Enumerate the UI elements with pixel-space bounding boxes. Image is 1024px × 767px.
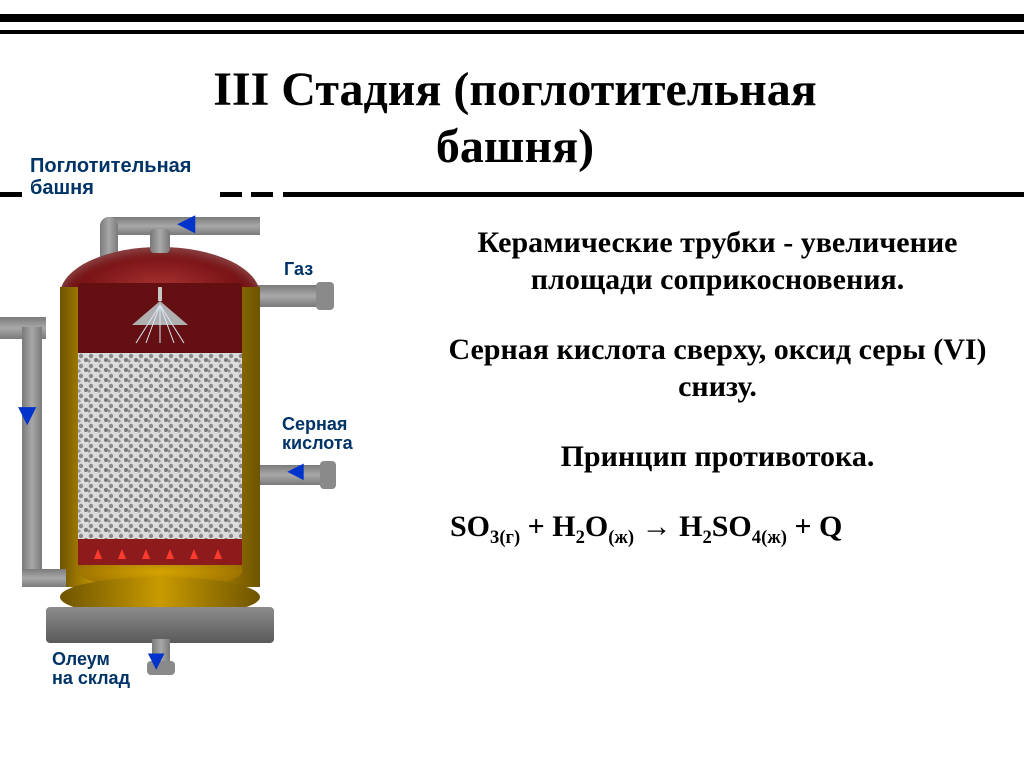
packing-pattern-icon xyxy=(78,353,242,539)
absorption-tower-diagram: Поглотительная башня ◀ Газ ◀ Серная кисл… xyxy=(0,155,370,685)
pipe-left-inlet xyxy=(22,569,66,587)
pipe-acid-flange xyxy=(320,461,336,489)
label-gas: Газ xyxy=(284,259,313,280)
tower-vessel xyxy=(60,247,260,617)
body-text: Керамические трубки - увеличение площади… xyxy=(440,225,995,549)
paragraph-3: Принцип противотока. xyxy=(440,439,995,476)
tower-base xyxy=(46,607,274,643)
rule-mid-solid xyxy=(283,192,1024,197)
paragraph-1: Керамические трубки - увеличение площади… xyxy=(440,225,995,298)
rule-top-thick xyxy=(0,14,1024,22)
paragraph-2: Серная кислота сверху, оксид серы (VI) с… xyxy=(440,332,995,405)
tower-cutaway xyxy=(78,283,242,589)
pipe-gas-flange xyxy=(316,282,334,310)
arrow-left-down-icon: ▶ xyxy=(15,408,41,425)
equation: SO3(г) + H2O(ж) → H2SO4(ж) + Q xyxy=(440,510,995,549)
spray-nozzle-icon xyxy=(120,287,200,347)
rule-top-thin xyxy=(0,30,1024,34)
tower-packing xyxy=(78,353,242,539)
label-acid: Серная кислота xyxy=(282,415,353,453)
arrow-oleum-icon: ▶ xyxy=(145,654,170,669)
arrow-top-icon: ◀ xyxy=(178,210,195,236)
slide: III Стадия (поглотительная башня) Поглот… xyxy=(0,0,1024,767)
pipe-left-vertical xyxy=(22,327,42,577)
label-oleum: Олеум на склад xyxy=(52,650,130,688)
tower-top-nozzle xyxy=(150,229,170,253)
title-line1: III Стадия (поглотительная xyxy=(70,62,960,119)
arrow-acid-icon: ◀ xyxy=(288,458,303,483)
diagram-caption: Поглотительная башня xyxy=(30,155,191,199)
